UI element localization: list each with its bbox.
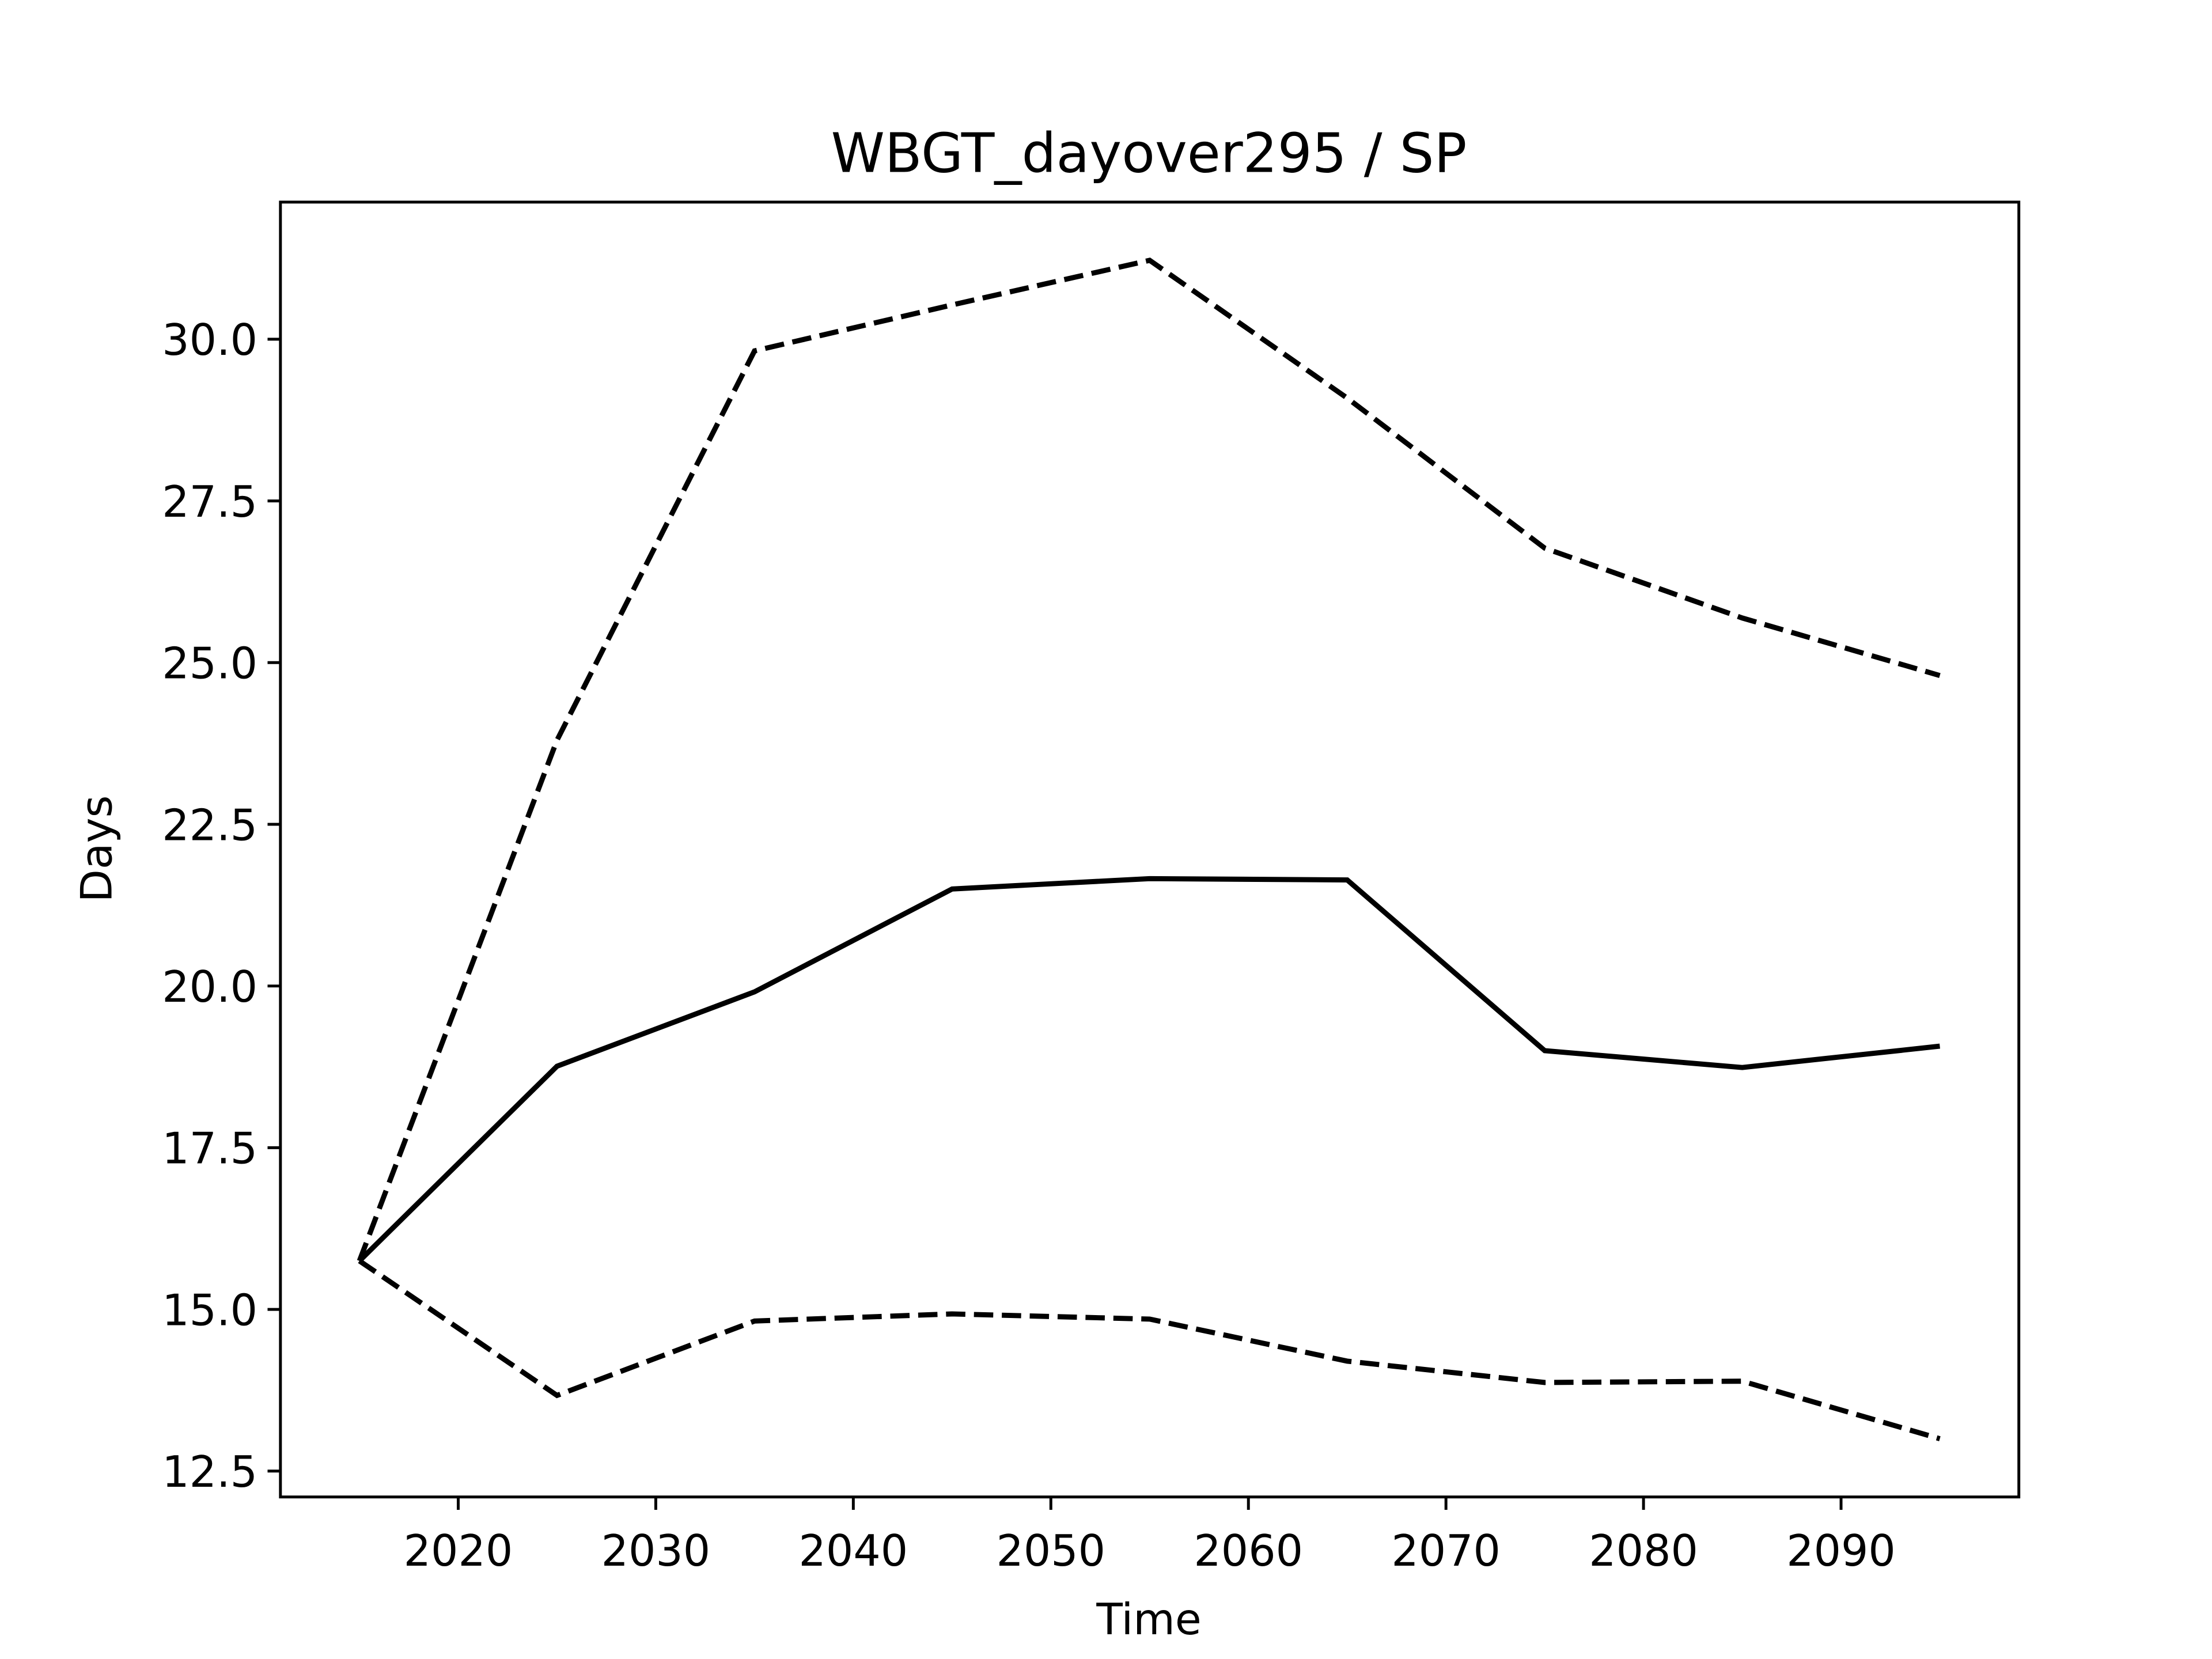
y-tick-label: 17.5 [162, 1124, 257, 1174]
x-tick-label: 2020 [404, 1526, 513, 1576]
x-tick-label: 2090 [1786, 1526, 1896, 1576]
line-series [358, 1259, 1941, 1441]
x-tick-label: 2070 [1391, 1526, 1501, 1576]
x-tick-label: 2060 [1194, 1526, 1303, 1576]
y-tick-label: 27.5 [162, 477, 257, 527]
x-tick-label: 2030 [601, 1526, 711, 1576]
y-tick-label: 22.5 [162, 800, 257, 850]
y-axis-label: Days [72, 796, 122, 903]
x-tick-label: 2040 [799, 1526, 908, 1576]
y-tick-label: 25.0 [162, 639, 257, 689]
line-series [357, 257, 1941, 1262]
x-axis-label: Time [1096, 1594, 1201, 1645]
plot-frame [279, 200, 2021, 1499]
y-tick-label: 30.0 [162, 315, 257, 365]
line-series [357, 876, 1940, 1263]
y-tick-label: 15.0 [162, 1285, 257, 1335]
x-tick-label: 2050 [996, 1526, 1105, 1576]
chart-title: WBGT_dayover295 / SP [831, 122, 1467, 185]
x-tick-label: 2080 [1589, 1526, 1698, 1576]
y-tick-label: 12.5 [162, 1447, 257, 1497]
y-tick-label: 20.0 [162, 962, 257, 1012]
